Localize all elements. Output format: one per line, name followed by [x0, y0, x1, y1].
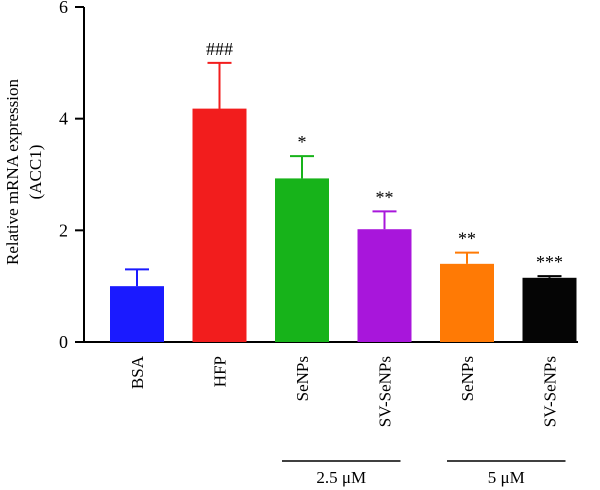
y-axis-label-line-1: Relative mRNA expression — [3, 78, 22, 265]
significance-label: ### — [206, 39, 233, 59]
significance-label: *** — [536, 252, 563, 272]
category-label: HFP — [211, 356, 230, 387]
y-tick-label: 4 — [59, 109, 68, 129]
bar — [357, 229, 412, 342]
category-label: SV-SeNPs — [376, 356, 395, 427]
significance-markers: ###******** — [206, 39, 563, 272]
y-tick-label: 6 — [59, 0, 68, 17]
group-label: 5 μM — [488, 468, 525, 487]
group-label: 2.5 μM — [316, 468, 366, 487]
y-axis-label-line-2: (ACC1) — [26, 145, 45, 200]
significance-label: ** — [458, 229, 476, 249]
error-bars — [125, 61, 562, 287]
bar — [440, 263, 494, 342]
y-ticks: 0 2 4 6 — [59, 0, 84, 352]
y-tick-label: 2 — [59, 220, 68, 240]
dose-groups: 2.5 μM 5 μM — [282, 460, 566, 487]
y-tick-label: 0 — [59, 332, 68, 352]
significance-label: * — [298, 132, 307, 152]
bar — [522, 277, 577, 342]
bar — [110, 286, 164, 342]
category-label: SeNPs — [293, 356, 312, 401]
category-label: SeNPs — [458, 356, 477, 401]
category-label: SV-SeNPs — [541, 356, 560, 427]
significance-label: ** — [376, 187, 394, 207]
bar — [275, 178, 329, 342]
axes — [83, 7, 578, 343]
category-labels: BSA HFP SeNPs SV-SeNPs SeNPs SV-SeNPs — [128, 355, 560, 427]
category-label: BSA — [128, 355, 147, 389]
bars — [110, 108, 577, 342]
